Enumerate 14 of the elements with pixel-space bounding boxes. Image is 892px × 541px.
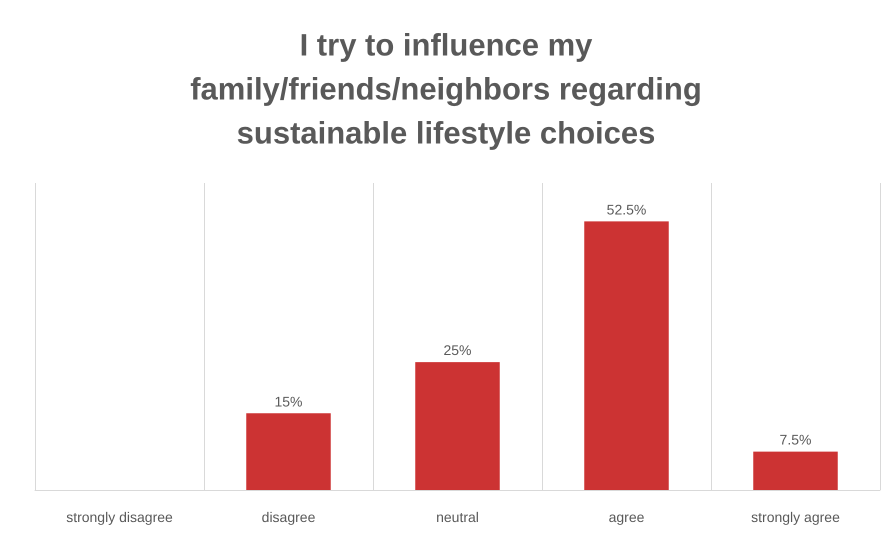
- x-tick-label: strongly agree: [751, 509, 840, 525]
- data-label: 15%: [274, 393, 303, 410]
- chart-title: I try to influence my family/friends/neighbors regarding sustainable lifestyle choices: [190, 28, 702, 150]
- bar: [584, 221, 669, 490]
- x-tick-label: agree: [608, 509, 645, 525]
- x-tick-label: disagree: [262, 509, 316, 525]
- bar: [415, 362, 500, 490]
- bar: [246, 413, 331, 490]
- bar: [753, 452, 838, 490]
- data-label: 52.5%: [606, 201, 646, 218]
- x-tick-label: neutral: [436, 509, 479, 525]
- data-label: 7.5%: [780, 432, 812, 448]
- x-tick-label: strongly disagree: [66, 509, 174, 525]
- data-label: 25%: [443, 342, 472, 358]
